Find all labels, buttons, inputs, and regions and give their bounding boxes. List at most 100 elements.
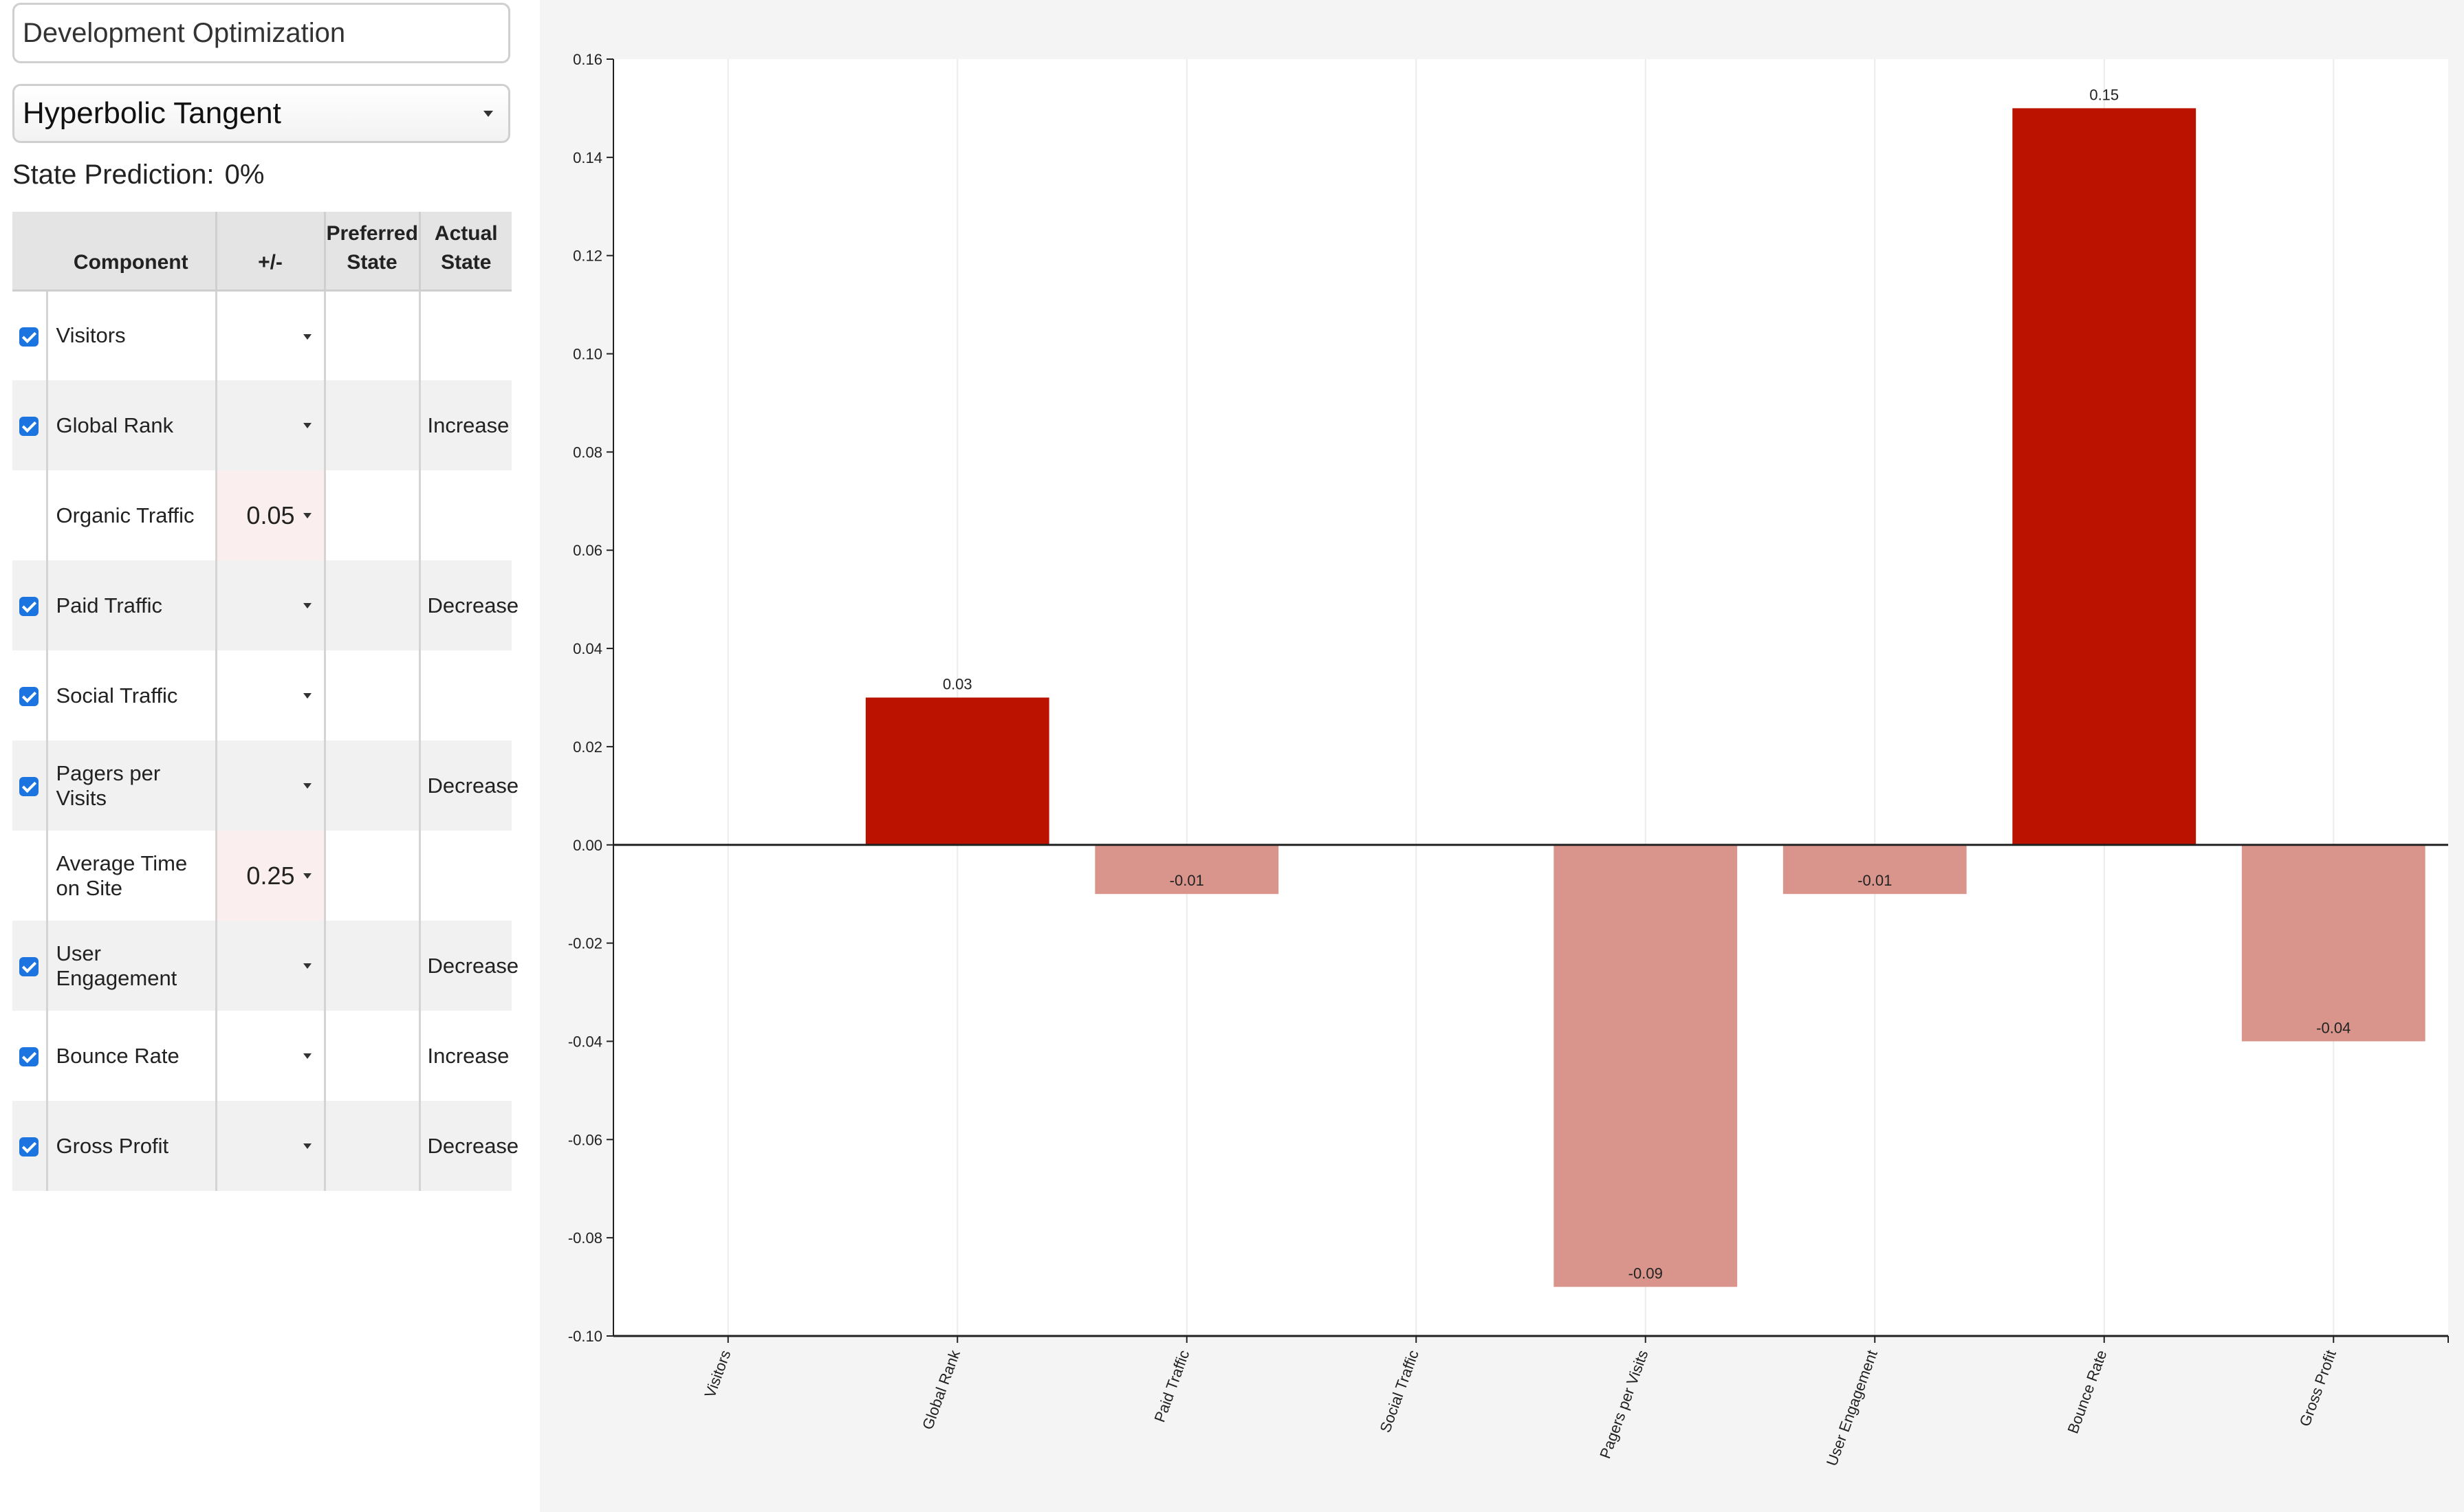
row-checkbox[interactable]: [19, 1047, 39, 1067]
chevron-down-icon: [303, 513, 312, 518]
preferred-state: [323, 380, 419, 470]
chevron-down-icon: [303, 1053, 312, 1059]
actual-state: Increase: [418, 1011, 512, 1101]
component-name: Average Time on Site: [45, 831, 216, 921]
actual-state: Increase: [418, 380, 512, 470]
components-table: Component +/- Preferred State Actual Sta…: [12, 212, 519, 1191]
header-preferred-state: Preferred State: [323, 212, 419, 292]
table-row: Average Time on Site 0.25: [12, 831, 512, 921]
data-label: -0.09: [1628, 1265, 1663, 1282]
preferred-state: [323, 831, 419, 921]
row-checkbox[interactable]: [19, 777, 39, 797]
adjustment-select[interactable]: [215, 741, 325, 831]
y-tick-label: 0.04: [573, 640, 602, 657]
table-row: Visitors: [12, 290, 512, 380]
actual-state: [418, 831, 512, 921]
chevron-down-icon: [303, 873, 312, 879]
chevron-down-icon: [303, 693, 312, 699]
state-prediction-value: 0%: [224, 160, 265, 190]
y-tick-label: 0.10: [573, 346, 602, 363]
y-tick-label: 0.08: [573, 443, 602, 461]
row-checkbox-cell: [12, 1101, 47, 1191]
preferred-state: [323, 741, 419, 831]
row-checkbox-cell: [12, 290, 47, 380]
component-name: Bounce Rate: [45, 1011, 216, 1101]
row-checkbox-cell: [12, 1011, 47, 1101]
adjustment-select[interactable]: [215, 921, 325, 1011]
component-name: Global Rank: [45, 380, 216, 470]
bar: [2241, 844, 2425, 1042]
adjustment-value: 0.25: [246, 861, 295, 890]
row-checkbox[interactable]: [19, 327, 39, 347]
y-tick-label: 0.16: [573, 51, 602, 68]
y-tick-label: -0.10: [568, 1328, 602, 1345]
data-label: -0.04: [2316, 1019, 2351, 1036]
bar: [2012, 108, 2196, 845]
adjustment-select[interactable]: 0.05: [215, 470, 325, 560]
actual-state: [418, 470, 512, 560]
preferred-state: [323, 650, 419, 741]
left-panel: Development Optimization Hyperbolic Tang…: [0, 0, 523, 1512]
state-prediction: State Prediction: 0%: [12, 160, 267, 190]
chevron-down-icon: [303, 333, 312, 340]
x-tick-label: Pagers per Visits: [1596, 1348, 1651, 1460]
adjustment-select[interactable]: [215, 1101, 325, 1191]
actual-state: Decrease: [418, 921, 519, 1011]
data-label: -0.01: [1857, 872, 1892, 889]
table-row: Bounce Rate Increase: [12, 1011, 512, 1101]
x-tick-label: Gross Profit: [2296, 1348, 2340, 1429]
y-tick-label: 0.02: [573, 738, 602, 756]
activation-function-select[interactable]: Hyperbolic Tangent: [12, 84, 510, 143]
preferred-state: [323, 1101, 419, 1191]
actual-state: Decrease: [418, 1101, 519, 1191]
table-row: Paid Traffic Decrease: [12, 560, 519, 650]
x-tick-label: Visitors: [701, 1348, 734, 1400]
adjustment-select[interactable]: 0.25: [215, 831, 325, 921]
y-tick-label: 0.06: [573, 542, 602, 559]
row-checkbox[interactable]: [19, 1137, 39, 1157]
chevron-down-icon: [303, 1143, 312, 1149]
table-row: Social Traffic: [12, 650, 512, 741]
component-name: Paid Traffic: [45, 560, 216, 650]
row-checkbox[interactable]: [19, 597, 39, 617]
row-checkbox-cell: [12, 831, 47, 921]
row-checkbox[interactable]: [19, 687, 39, 707]
table-row: Pagers per Visits Decrease: [12, 741, 519, 831]
header-checkbox-col: [12, 212, 47, 292]
y-tick-label: -0.04: [568, 1033, 602, 1050]
component-name: Visitors: [45, 290, 216, 380]
row-checkbox[interactable]: [19, 957, 39, 977]
chevron-down-icon: [303, 783, 312, 789]
x-tick-label: Bounce Rate: [2064, 1348, 2110, 1436]
header-component: Component: [47, 212, 216, 292]
actual-state: [418, 650, 512, 741]
table-row: User Engagement Decrease: [12, 921, 519, 1011]
adjustment-select[interactable]: [215, 1011, 325, 1101]
chevron-down-icon: [303, 603, 312, 609]
title-input[interactable]: Development Optimization: [12, 3, 510, 63]
adjustment-select[interactable]: [215, 290, 325, 380]
bar: [865, 697, 1049, 845]
adjustment-select[interactable]: [215, 380, 325, 470]
table-row: Organic Traffic 0.05: [12, 470, 512, 560]
header-actual-state: Actual State: [418, 212, 512, 292]
preferred-state: [323, 470, 419, 560]
activation-function-value: Hyperbolic Tangent: [23, 96, 281, 130]
chevron-down-icon: [303, 963, 312, 969]
row-checkbox-cell: [12, 380, 47, 470]
table-header-row: Component +/- Preferred State Actual Sta…: [12, 212, 512, 292]
adjustment-select[interactable]: [215, 650, 325, 741]
y-tick-label: -0.06: [568, 1131, 602, 1148]
bar-chart: 0.16 0.14 0.12 0.10 0.08 0.06 0.04 0.02 0.00 -0.0…: [568, 51, 2449, 1468]
adjustment-value: 0.05: [246, 501, 295, 529]
data-label: -0.01: [1170, 872, 1204, 889]
preferred-state: [323, 1011, 419, 1101]
x-tick-label: Paid Traffic: [1151, 1348, 1192, 1425]
chevron-down-icon: [483, 111, 493, 117]
component-name: User Engagement: [45, 921, 216, 1011]
bar: [1095, 844, 1279, 895]
actual-state: [418, 290, 512, 380]
row-checkbox-cell: [12, 921, 47, 1011]
adjustment-select[interactable]: [215, 560, 325, 650]
row-checkbox[interactable]: [19, 417, 39, 437]
